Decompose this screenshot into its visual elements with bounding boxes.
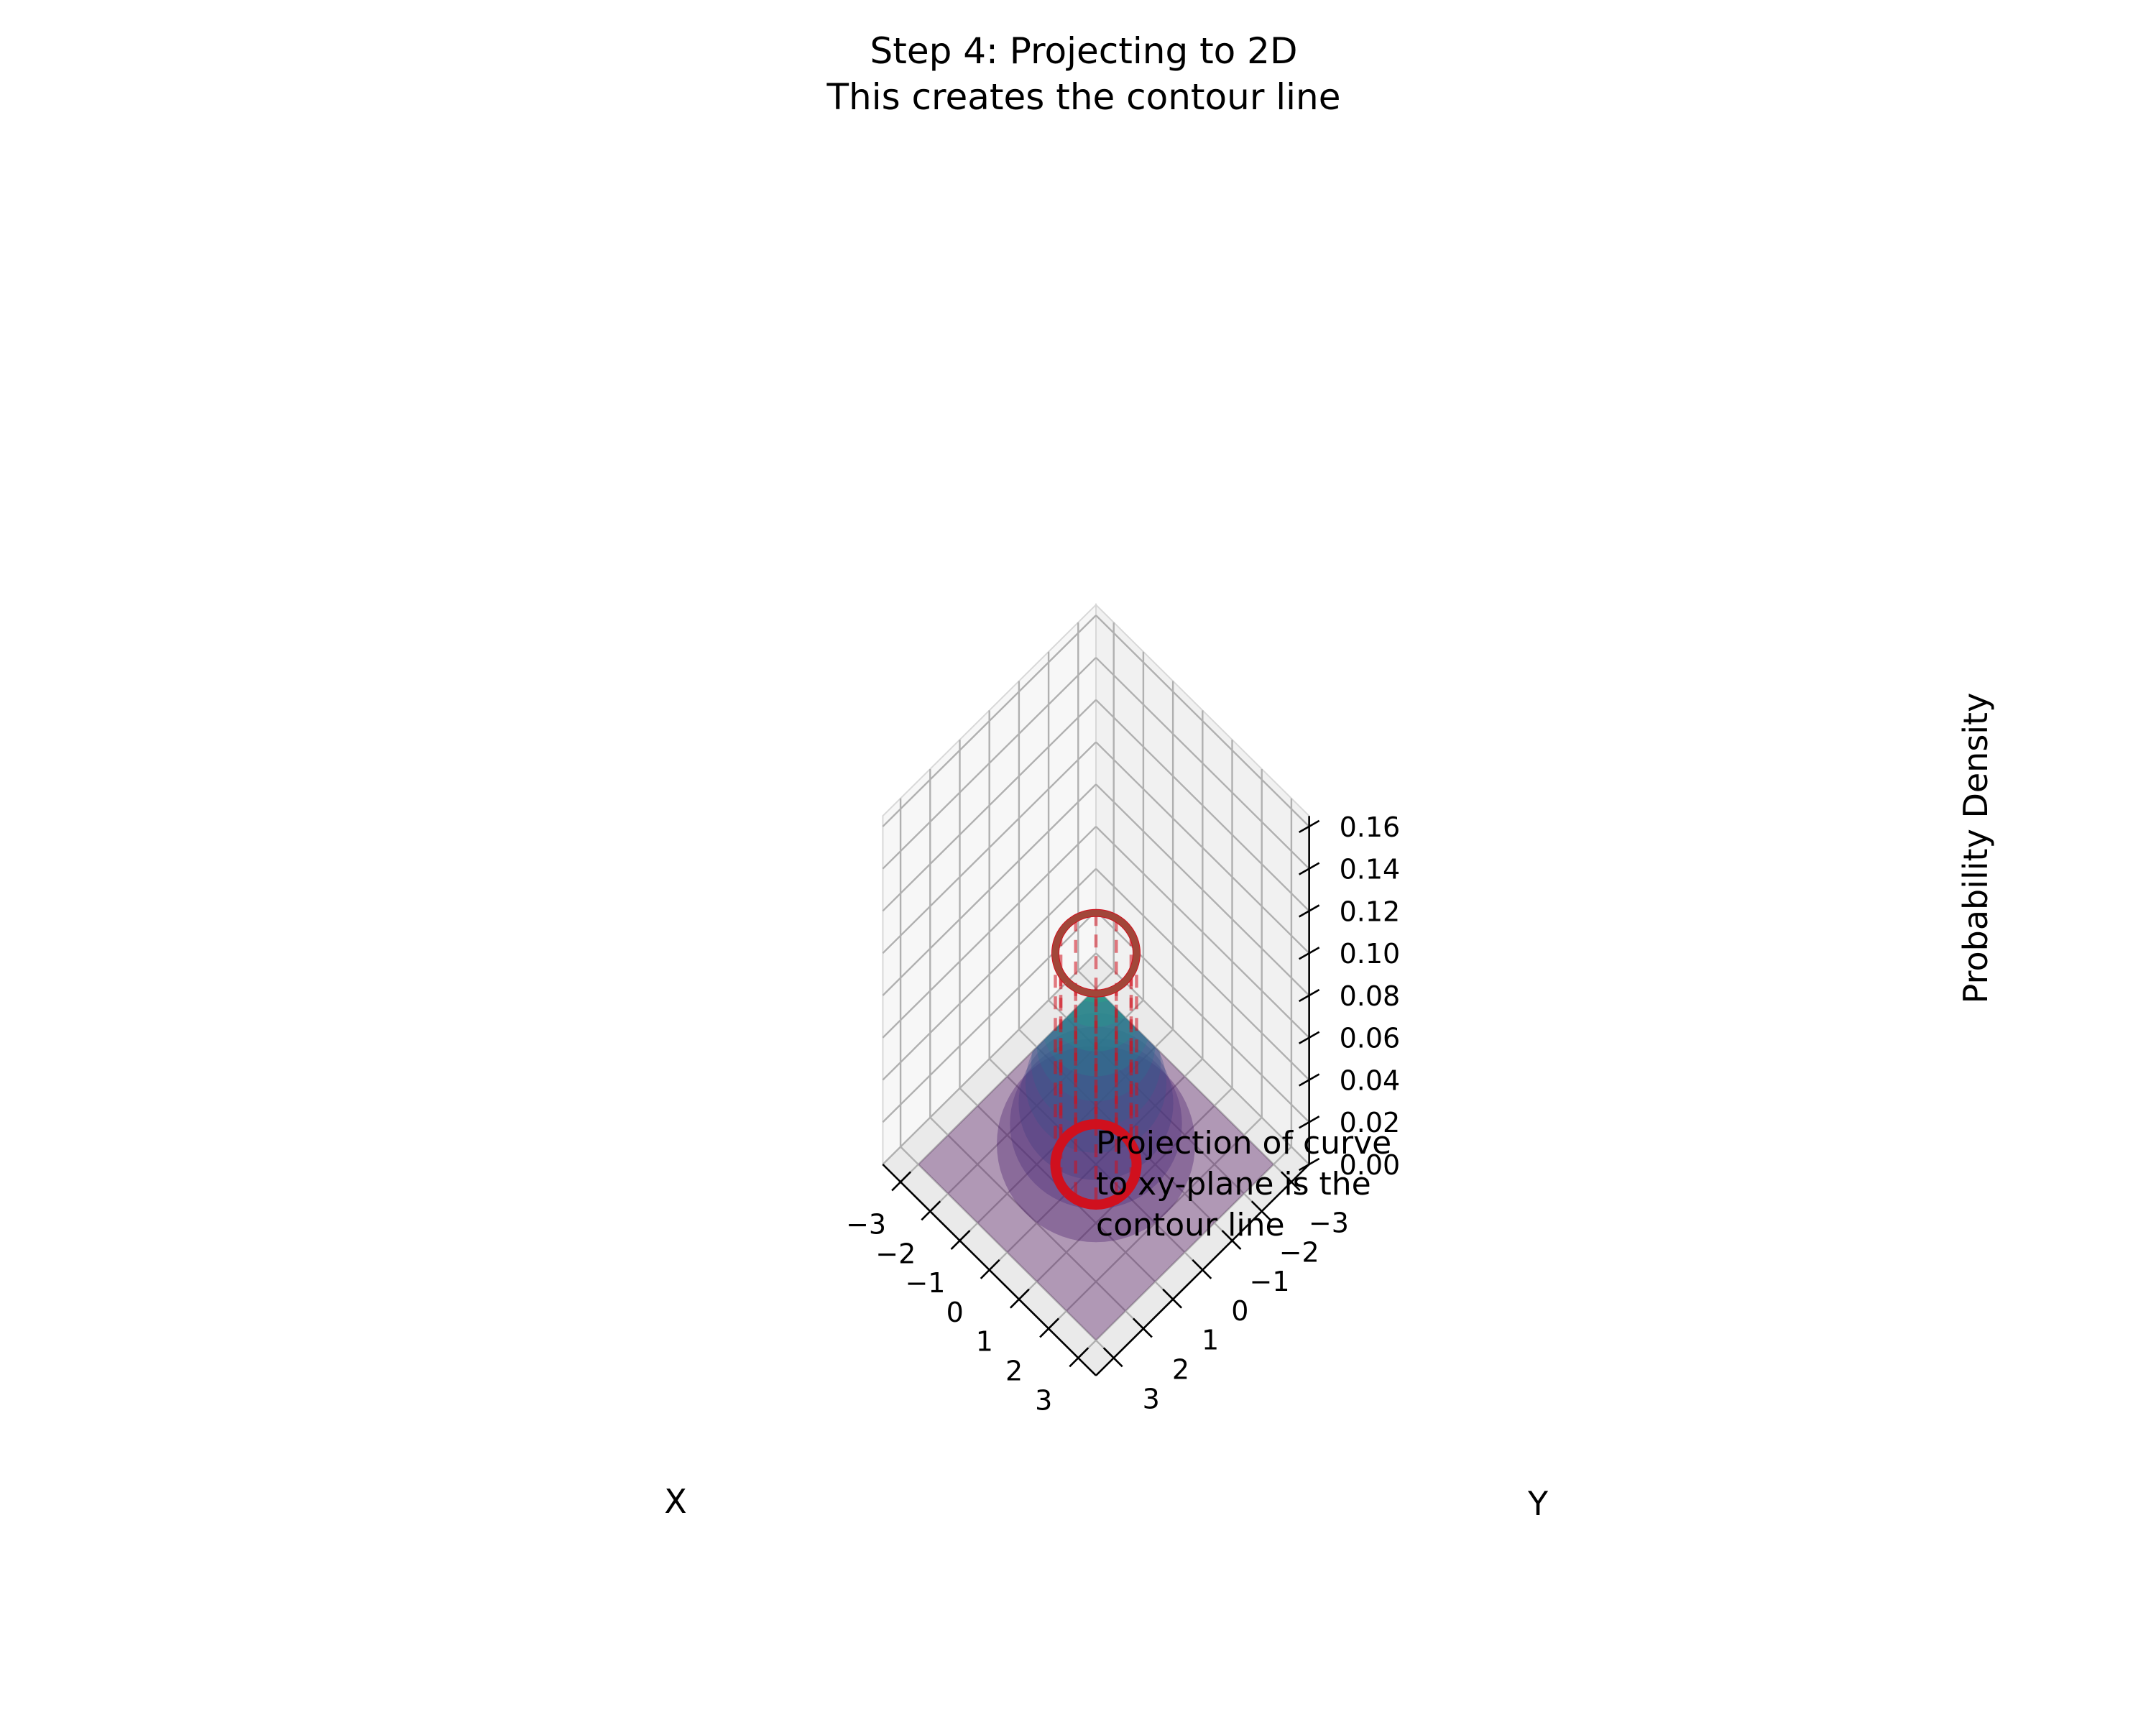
grid-floor-y (1077, 1146, 1292, 1359)
y-tick-label: −3 (1309, 1207, 1349, 1238)
z-tick (1298, 1031, 1320, 1044)
grid-wall-z-right (1095, 657, 1310, 870)
y-tick (1162, 1288, 1183, 1309)
y-tick (1221, 1230, 1242, 1250)
x-tick-label: −1 (905, 1267, 945, 1299)
grid-wall-z-left (882, 868, 1097, 1081)
grid-wall-z-left (882, 699, 1097, 912)
z-tick (1298, 947, 1320, 960)
z-tick (1298, 1073, 1320, 1087)
grid-wall-z-right (1095, 826, 1310, 1039)
z-tick-label: 0.10 (1340, 938, 1401, 970)
chart-title-line-1: Step 4: Projecting to 2D (870, 30, 1298, 72)
surface-base (918, 988, 1274, 1340)
y-tick-label: 3 (1143, 1383, 1160, 1414)
y-tick-label: −1 (1250, 1266, 1290, 1297)
y-tick-label: 1 (1202, 1325, 1219, 1356)
z-tick (1298, 819, 1320, 834)
grid-wall-z-right (1095, 615, 1310, 827)
grid-floor-y (1048, 1116, 1263, 1330)
x-tick (891, 1171, 911, 1192)
y-axis-label: Y (1527, 1484, 1549, 1523)
x-tick-label: −2 (875, 1238, 916, 1269)
x-tick (1009, 1288, 1030, 1309)
annotation-line-1: Projection of curve (1096, 1125, 1391, 1162)
annotation: Projection of curve to xy-plane is the c… (1096, 1125, 1391, 1243)
annotation-line-2: to xy-plane is the (1096, 1166, 1371, 1202)
y-tick (1102, 1347, 1123, 1368)
x-tick-label: 1 (976, 1326, 993, 1358)
z-tick-label: 0.16 (1340, 811, 1401, 843)
level-curve-overlay (1051, 909, 1141, 997)
z-tick-label: 0.00 (1340, 1149, 1401, 1181)
x-tick (1039, 1317, 1059, 1338)
grid-wall-z-right (1095, 868, 1310, 1081)
y-tick (1192, 1259, 1212, 1279)
z-tick-label: 0.06 (1340, 1023, 1401, 1054)
grid-wall-z-left (882, 615, 1097, 827)
grid-wall-z-right (1095, 699, 1310, 912)
z-tick-label: 0.12 (1340, 896, 1401, 927)
z-tick (1298, 904, 1320, 918)
z-tick-label: 0.04 (1340, 1064, 1401, 1096)
grid-wall-z-left (882, 657, 1097, 870)
x-tick-label: 2 (1005, 1355, 1023, 1386)
grid-floor-y (900, 970, 1115, 1183)
grid-wall-z-left (882, 826, 1097, 1039)
surface-band (997, 1046, 1195, 1243)
grid-wall-z-left (882, 741, 1097, 954)
grid-wall-z-right (1095, 910, 1310, 1123)
z-tick-label: 0.08 (1340, 980, 1401, 1012)
x-tick-label: −3 (846, 1208, 886, 1240)
y-tick (1250, 1200, 1271, 1221)
x-tick-label: 0 (946, 1297, 964, 1328)
level-curve-on-surface (1051, 908, 1141, 998)
x-axis-label: X (664, 1482, 687, 1521)
z-axis-label: Probability Density (1956, 693, 1995, 1004)
grid-wall-z-left (882, 783, 1097, 996)
z-tick (1298, 1116, 1320, 1129)
y-tick (1133, 1317, 1153, 1338)
z-tick (1298, 988, 1320, 1003)
z-tick (1298, 1157, 1320, 1172)
grid-wall-z-right (1095, 783, 1310, 996)
grid-wall-z-right (1095, 741, 1310, 954)
y-tick-label: −2 (1279, 1236, 1319, 1268)
y-tick-label: 0 (1231, 1295, 1248, 1327)
grid-floor-y (929, 999, 1144, 1213)
y-tick-label: 2 (1172, 1353, 1189, 1385)
y-tick (1281, 1171, 1301, 1192)
annotation-line-3: contour line (1096, 1207, 1285, 1243)
x-tick (1069, 1347, 1089, 1368)
x-tick (921, 1200, 941, 1221)
grid-floor-y (988, 1058, 1204, 1271)
x-tick-label: 3 (1035, 1384, 1052, 1416)
contour-curves (1050, 908, 1142, 1210)
x-tick (950, 1230, 971, 1250)
grid-wall-z-left (882, 910, 1097, 1123)
z-tick-label: 0.02 (1340, 1107, 1401, 1138)
z-tick-label: 0.14 (1340, 854, 1401, 886)
chart-title-line-2: This creates the contour line (826, 76, 1340, 118)
z-tick (1298, 862, 1320, 875)
x-tick (980, 1259, 1000, 1279)
